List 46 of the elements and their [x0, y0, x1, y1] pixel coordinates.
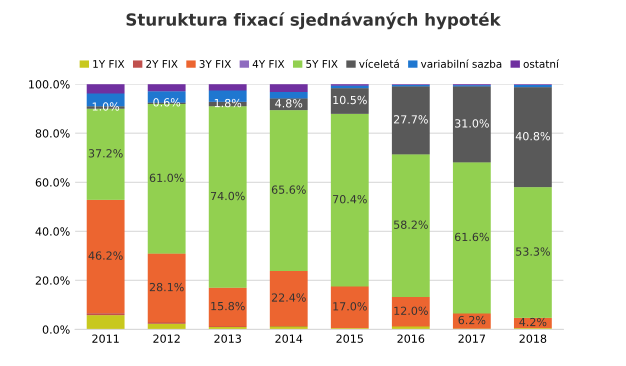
- data-label: 4.8%: [275, 99, 302, 108]
- legend-label: 3Y FIX: [200, 60, 231, 68]
- data-label: 15.8%: [211, 302, 245, 310]
- x-tick-label: 2012: [153, 334, 180, 343]
- data-label: 58.2%: [394, 220, 428, 229]
- legend-label: variabilní sazba: [420, 59, 502, 68]
- legend-label: víceletá: [359, 59, 399, 68]
- legend-label: 5Y FIX: [306, 60, 338, 68]
- data-label: 53.3%: [516, 247, 550, 256]
- data-label: 22.4%: [272, 293, 306, 302]
- data-label: 1.0%: [92, 102, 120, 111]
- y-tick-label: 40.0%: [36, 227, 70, 236]
- legend-label: 4Y FIX: [252, 60, 284, 68]
- legend-label: 1Y FIX: [93, 60, 124, 68]
- x-tick-label: 2016: [397, 334, 424, 343]
- x-tick-label: 2018: [520, 334, 546, 343]
- data-label: 10.5%: [333, 96, 367, 104]
- y-tick-label: 100.0%: [29, 80, 70, 89]
- y-tick-label: 0.0%: [42, 325, 70, 334]
- data-label: 31.0%: [455, 119, 489, 128]
- data-label: 46.2%: [88, 251, 123, 260]
- data-label: 27.7%: [394, 115, 428, 124]
- data-label: 12.0%: [394, 306, 428, 315]
- data-label: 40.8%: [516, 132, 550, 140]
- y-tick-label: 60.0%: [36, 178, 70, 187]
- data-label: 4.2%: [519, 318, 546, 326]
- data-label: 6.2%: [458, 316, 486, 324]
- y-tick-label: 80.0%: [36, 129, 70, 138]
- data-label: 65.6%: [272, 185, 306, 194]
- chart-title: Sturuktura fixací sjednávaných hypoték: [126, 12, 501, 30]
- legend-label: ostatní: [524, 59, 560, 68]
- x-tick-label: 2015: [336, 334, 363, 343]
- data-label: 74.0%: [210, 192, 245, 200]
- data-label: 0.6%: [153, 98, 180, 107]
- x-tick-label: 2013: [214, 334, 241, 343]
- data-label: 17.0%: [333, 302, 367, 311]
- legend-label: 2Y FIX: [146, 60, 178, 68]
- x-tick-label: 2017: [458, 334, 486, 343]
- data-label: 37.2%: [88, 149, 123, 158]
- x-tick-label: 2011: [92, 334, 119, 343]
- data-label: 61.6%: [454, 232, 489, 242]
- x-tick-label: 2014: [275, 334, 302, 343]
- data-label: 61.0%: [150, 174, 184, 182]
- data-label: 70.4%: [333, 194, 367, 204]
- y-tick-label: 20.0%: [36, 276, 70, 285]
- data-label: 28.1%: [150, 282, 184, 292]
